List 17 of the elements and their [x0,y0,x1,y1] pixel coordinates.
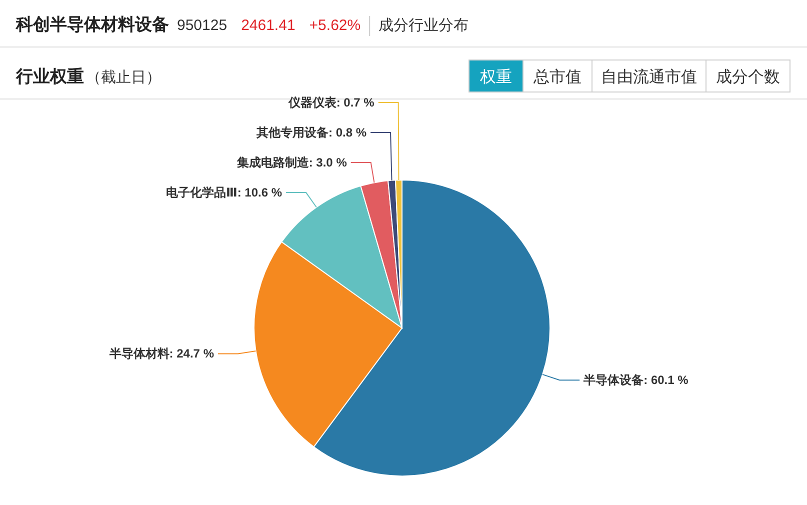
text: 成分个数 [716,68,780,86]
text: +5.62% [309,17,361,34]
chart-subtitle: （截止日） [86,69,161,86]
text: 950125 [177,17,228,34]
text: 总市值 [532,68,582,86]
slice-label: 半导体设备: 60.1 % [582,373,689,388]
slice-label: 集成电路制造: 3.0 % [236,156,348,170]
chart-title: 行业权重 [15,67,84,86]
text: 成分行业分布 [378,17,469,34]
text: 自由流通市值 [601,68,697,86]
slice-label: 电子化学品Ⅲ: 10.6 % [166,186,282,200]
text: 权重 [479,68,512,86]
text: 2461.41 [241,17,296,34]
slice-label: 仪器仪表: 0.7 % [287,96,375,110]
text: 科创半导体材料设备 [15,15,169,34]
slice-label: 其他专用设备: 0.8 % [256,126,367,140]
slice-label: 半导体材料: 24.7 % [108,346,214,361]
